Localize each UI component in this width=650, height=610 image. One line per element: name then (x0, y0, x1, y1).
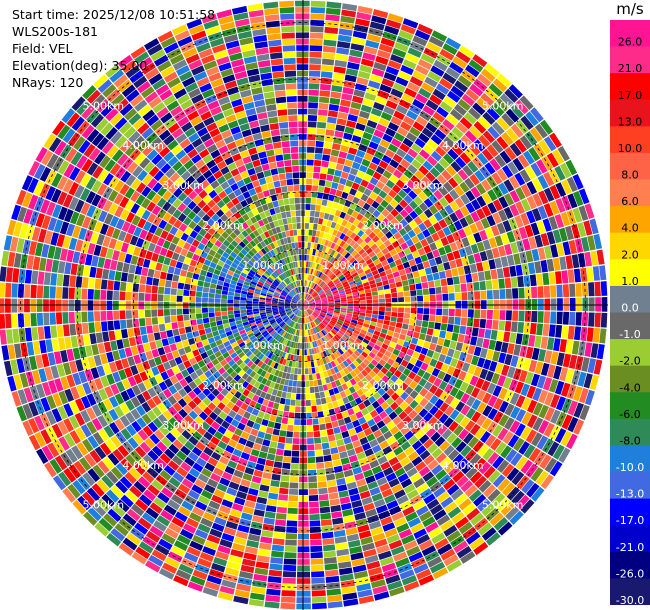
colorbar-tick-label: -10.0 (616, 461, 644, 474)
ring-label: 1.00km (322, 259, 364, 272)
velocity-gates (0, 0, 608, 610)
colorbar-tick-label: -30.0 (616, 594, 644, 605)
colorbar-segment (610, 152, 650, 181)
colorbar-segment (610, 285, 650, 313)
colorbar-tick-label: 8.0 (621, 169, 639, 182)
axis-lines (0, 0, 608, 610)
scan-info: Start time: 2025/12/08 10:51:58 WLS200s-… (12, 6, 215, 91)
ring-label: 5.00km (83, 99, 125, 112)
elevation-label: Elevation(deg): 35.00 (12, 58, 148, 73)
ring-label: 4.00km (122, 139, 164, 152)
colorbar-segment (610, 551, 650, 579)
colorbar-segment (610, 206, 650, 234)
colorbar-tick-label: -6.0 (619, 408, 640, 421)
colorbar-tick-label: 2.0 (621, 248, 639, 261)
colorbar-tick-label: 4.0 (621, 222, 639, 235)
ring-label: 3.00km (402, 179, 444, 192)
ring-label: 5.00km (482, 499, 524, 512)
colorbar-segment (610, 232, 650, 260)
nrays-label: NRays: 120 (12, 75, 84, 90)
ring-label: 1.00km (242, 339, 284, 352)
colorbar-segment (610, 498, 650, 526)
colorbar-tick-label: -2.0 (619, 355, 640, 368)
colorbar-segment (610, 99, 650, 127)
colorbar-tick-label: 6.0 (621, 195, 639, 208)
colorbar-segment (610, 179, 650, 207)
ring-label: 3.00km (162, 419, 204, 432)
colorbar-segment (610, 445, 650, 473)
field-label: Field: VEL (12, 41, 73, 56)
colorbar-segment (610, 73, 650, 101)
colorbar-tick-label: 10.0 (618, 142, 643, 155)
colorbar-segment (610, 312, 650, 340)
colorbar: 26.0 21.0 17.0 13.0 10.0 8.0 6.0 4.0 2.0 1.0 0.0 -1… (610, 20, 650, 605)
range-ring (76, 78, 530, 532)
ring-label: 2.00km (202, 219, 244, 232)
ring-label: 1.00km (242, 259, 284, 272)
range-ring (246, 248, 360, 362)
colorbar-segment (610, 392, 650, 420)
colorbar-tick-label: -8.0 (619, 435, 640, 448)
range-ring (189, 191, 417, 419)
colorbar-segment (610, 46, 650, 74)
colorbar-segment (610, 126, 650, 154)
colorbar-tick-label: -17.0 (616, 514, 644, 527)
ring-label: 1.00km (322, 339, 364, 352)
colorbar-segment (610, 578, 650, 605)
colorbar-segment (610, 20, 650, 48)
colorbar-tick-label: 17.0 (618, 89, 643, 102)
colorbar-tick-label: -4.0 (619, 381, 640, 394)
colorbar-tick-label: 0.0 (621, 302, 639, 315)
colorbar-unit: m/s (616, 0, 644, 18)
colorbar-segment (610, 472, 650, 500)
colorbar-tick-label: -13.0 (616, 488, 644, 501)
range-rings: 1.00km 1.00km 1.00km 1.00km 2.00km 2.00km 2.00… (20, 22, 586, 588)
colorbar-tick-label: 26.0 (618, 36, 643, 49)
ring-label: 2.00km (202, 379, 244, 392)
ring-label: 5.00km (83, 499, 125, 512)
colorbar-segment (610, 525, 650, 553)
ring-label: 3.00km (402, 419, 444, 432)
colorbar-tick-label: -26.0 (616, 567, 644, 580)
colorbar-tick-label: 1.0 (621, 275, 639, 288)
colorbar-segment (610, 365, 650, 393)
ring-label: 5.00km (482, 99, 524, 112)
ring-label: 4.00km (122, 459, 164, 472)
ring-label: 3.00km (162, 179, 204, 192)
colorbar-tick-label: -21.0 (616, 541, 644, 554)
ring-label: 2.00km (362, 219, 404, 232)
ppi-plot: 1.00km 1.00km 1.00km 1.00km 2.00km 2.00km 2.00… (0, 0, 608, 610)
ring-label: 2.00km (362, 379, 404, 392)
ring-label: 4.00km (442, 459, 484, 472)
colorbar-tick-label: -1.0 (619, 328, 640, 341)
range-ring (20, 22, 586, 588)
colorbar-tick-label: 13.0 (618, 115, 643, 128)
instrument-label: WLS200s-181 (12, 24, 98, 39)
colorbar-tick-label: 21.0 (618, 62, 643, 75)
start-time-label: Start time: 2025/12/08 10:51:58 (12, 7, 216, 22)
colorbar-segment (610, 418, 650, 446)
range-ring (133, 135, 473, 475)
ring-label: 4.00km (442, 139, 484, 152)
colorbar-segment (610, 339, 650, 367)
colorbar-segment (610, 259, 650, 287)
